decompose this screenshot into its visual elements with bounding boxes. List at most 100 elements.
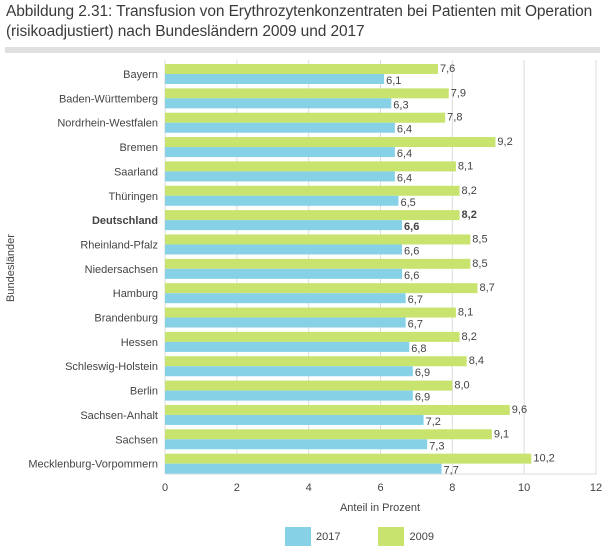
bar-2009 bbox=[165, 307, 456, 318]
category-label: Bayern bbox=[123, 69, 158, 81]
bar-2009 bbox=[165, 429, 492, 440]
value-label-2009: 8,5 bbox=[472, 233, 487, 245]
category-label: Nordrhein-Westfalen bbox=[57, 118, 158, 130]
bar-2009 bbox=[165, 210, 460, 221]
value-label-2009: 8,2 bbox=[462, 209, 477, 221]
value-label-2009: 8,5 bbox=[472, 258, 487, 270]
category-label: Schleswig-Holstein bbox=[65, 361, 158, 373]
category-label: Hessen bbox=[121, 337, 158, 349]
bar-2017 bbox=[165, 439, 428, 450]
bar-2017 bbox=[165, 98, 392, 109]
value-label-2017: 6,6 bbox=[404, 245, 419, 257]
legend-swatch-2009 bbox=[378, 527, 405, 546]
value-label-2009: 7,8 bbox=[447, 112, 462, 124]
legend: 2017 2009 bbox=[285, 527, 472, 546]
category-label: Baden-Württemberg bbox=[59, 93, 158, 105]
bar-2009 bbox=[165, 88, 449, 99]
value-label-2009: 8,4 bbox=[469, 355, 484, 367]
legend-swatch-2017 bbox=[285, 527, 311, 546]
x-axis-title: Anteil in Prozent bbox=[340, 502, 420, 514]
bar-2009 bbox=[165, 161, 456, 172]
bar-2017 bbox=[165, 317, 406, 328]
category-label: Saarland bbox=[114, 166, 158, 178]
bar-2017 bbox=[165, 293, 406, 304]
y-axis-title: Bundesländer bbox=[5, 234, 17, 302]
bar-2009 bbox=[165, 453, 532, 464]
value-label-2017: 7,3 bbox=[429, 440, 444, 452]
category-label: Brandenburg bbox=[94, 313, 158, 325]
bar-2017 bbox=[165, 171, 395, 182]
bar-2017 bbox=[165, 268, 403, 279]
legend-item-2017[interactable]: 2017 bbox=[285, 527, 340, 546]
value-label-2017: 6,6 bbox=[404, 221, 419, 233]
value-label-2009: 8,2 bbox=[462, 331, 477, 343]
value-label-2017: 6,8 bbox=[411, 343, 426, 355]
category-label: Niedersachsen bbox=[85, 264, 158, 276]
value-label-2009: 8,0 bbox=[454, 380, 469, 392]
bar-2017 bbox=[165, 341, 410, 352]
category-label: Berlin bbox=[130, 386, 158, 398]
bar-2017 bbox=[165, 414, 424, 425]
value-label-2017: 6,1 bbox=[386, 75, 401, 87]
bar-2017 bbox=[165, 244, 403, 255]
bar-2017 bbox=[165, 122, 395, 133]
category-label: Mecklenburg-Vorpommern bbox=[28, 459, 158, 471]
value-label-2017: 6,4 bbox=[397, 124, 412, 136]
bar-2017 bbox=[165, 220, 403, 231]
category-label: Sachsen bbox=[115, 434, 158, 446]
x-tick-labels: 0 2 4 6 8 10 12 bbox=[162, 482, 602, 494]
bar-2017 bbox=[165, 147, 395, 158]
category-label: Thüringen bbox=[108, 191, 158, 203]
bars bbox=[165, 64, 532, 474]
bar-2009 bbox=[165, 404, 510, 415]
value-label-2009: 9,6 bbox=[512, 404, 527, 416]
value-label-2017: 6,4 bbox=[397, 148, 412, 160]
value-label-2009: 9,1 bbox=[494, 428, 509, 440]
value-label-2009: 7,9 bbox=[451, 87, 466, 99]
bar-2009 bbox=[165, 283, 478, 294]
bar-2009 bbox=[165, 137, 496, 148]
value-label-2017: 6,9 bbox=[415, 367, 430, 379]
bar-2017 bbox=[165, 366, 413, 377]
bar-2009 bbox=[165, 356, 467, 367]
bar-2009 bbox=[165, 258, 471, 269]
value-label-2009: 8,2 bbox=[462, 185, 477, 197]
value-label-2017: 6,6 bbox=[404, 270, 419, 282]
value-label-2009: 9,2 bbox=[497, 136, 512, 148]
bar-2009 bbox=[165, 331, 460, 342]
x-tick-label: 12 bbox=[590, 482, 602, 494]
bar-2017 bbox=[165, 463, 442, 474]
x-tick-label: 4 bbox=[306, 482, 312, 494]
bar-2017 bbox=[165, 74, 385, 84]
category-label: Rheinland-Pfalz bbox=[80, 239, 158, 251]
category-labels: Bayern Baden-Württemberg Nordrhein-Westfal… bbox=[28, 69, 158, 471]
chart-title: Abbildung 2.31: Transfusion von Erythroz… bbox=[6, 3, 593, 40]
x-tick-label: 8 bbox=[449, 482, 455, 494]
bar-2009 bbox=[165, 185, 460, 196]
bar-2009 bbox=[165, 64, 438, 74]
value-label-2009: 8,1 bbox=[458, 307, 473, 319]
value-label-2009: 7,6 bbox=[440, 63, 455, 75]
value-label-2017: 6,7 bbox=[408, 319, 423, 331]
x-tick-label: 0 bbox=[162, 482, 168, 494]
legend-label-2017: 2017 bbox=[316, 530, 341, 543]
value-label-2017: 6,3 bbox=[393, 99, 408, 111]
value-label-2017: 6,4 bbox=[397, 172, 412, 184]
value-labels: 7,6 6,1 7,9 6,3 7,8 6,4 9,2 6,4 8,1 6,4 8,2 6,5 8,2 6… bbox=[386, 63, 555, 477]
title-divider bbox=[5, 47, 600, 53]
value-label-2017: 6,9 bbox=[415, 392, 430, 404]
bar-2017 bbox=[165, 390, 413, 401]
value-label-2017: 7,2 bbox=[426, 416, 441, 428]
value-label-2009: 8,7 bbox=[479, 282, 494, 294]
category-label: Deutschland bbox=[92, 215, 158, 227]
category-label: Hamburg bbox=[113, 288, 158, 300]
bar-2017 bbox=[165, 195, 399, 206]
category-label: Bremen bbox=[119, 142, 158, 154]
value-label-2017: 6,7 bbox=[408, 294, 423, 306]
legend-item-2009[interactable]: 2009 bbox=[378, 527, 434, 546]
value-label-2009: 10,2 bbox=[533, 453, 554, 465]
legend-label-2009: 2009 bbox=[409, 530, 434, 543]
value-label-2017: 7,7 bbox=[444, 465, 459, 477]
bar-2009 bbox=[165, 112, 446, 123]
